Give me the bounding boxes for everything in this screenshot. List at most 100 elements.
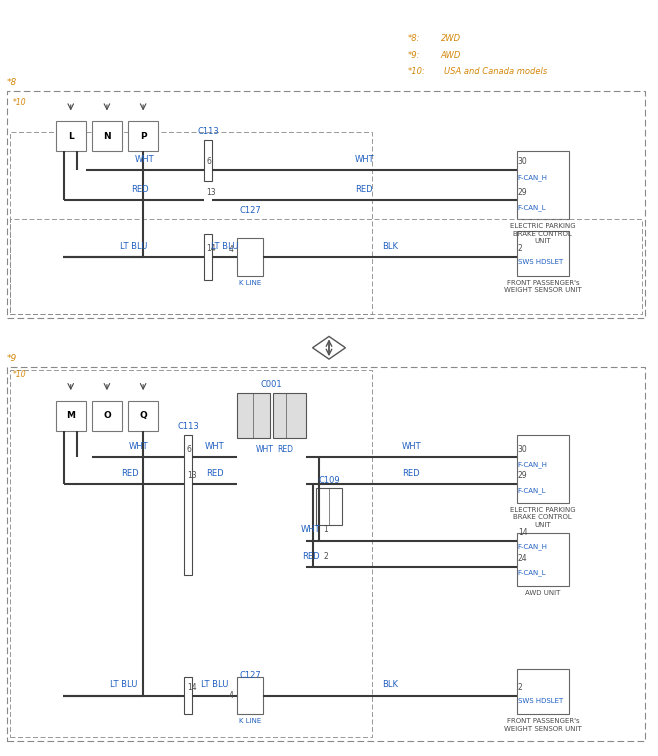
Text: C127: C127 [239,671,261,680]
Bar [237,238,263,276]
Text: ELECTRIC PARKING
BRAKE CONTROL
UNIT: ELECTRIC PARKING BRAKE CONTROL UNIT [510,223,576,244]
Text: *10: *10 [13,370,27,380]
Text: ELECTRIC PARKING
BRAKE CONTROL
UNIT: ELECTRIC PARKING BRAKE CONTROL UNIT [510,507,576,528]
Text: BLK: BLK [382,242,398,251]
Bar [10,219,642,314]
Text: RED: RED [121,469,139,478]
Text: 30: 30 [518,157,528,166]
Text: F-CAN_L: F-CAN_L [518,204,547,211]
Text: AWD: AWD [441,51,461,60]
Bar [10,370,372,737]
Text: C113: C113 [177,422,199,431]
Text: Q: Q [139,411,147,420]
Text: SWS HDSLET: SWS HDSLET [518,259,563,265]
Text: F-CAN_H: F-CAN_H [518,543,548,550]
Bar [92,121,122,151]
Text: F-CAN_L: F-CAN_L [518,569,547,576]
Text: P: P [139,132,147,141]
Text: 14: 14 [187,683,197,692]
Text: *10: *10 [13,98,27,107]
Bar [128,121,158,151]
Bar [273,393,306,438]
Text: WHT: WHT [301,525,320,534]
Text: 30: 30 [518,445,528,454]
Text: O: O [103,411,111,420]
Text: F-CAN_H: F-CAN_H [518,174,548,181]
Bar [92,401,122,431]
Bar [184,677,192,714]
Text: 29: 29 [518,187,528,197]
Text: 6: 6 [187,445,191,454]
Text: RED: RED [131,185,149,194]
Text: M: M [66,411,75,420]
Text: *9: *9 [7,354,17,363]
Text: 2: 2 [518,244,522,253]
Text: F-CAN_H: F-CAN_H [518,461,548,468]
Text: LT BLU: LT BLU [110,680,137,689]
Text: 4: 4 [229,245,234,254]
Text: 6: 6 [207,157,211,166]
Text: RED: RED [206,469,223,478]
Text: 4: 4 [229,691,234,700]
Bar [237,677,263,714]
Bar [184,435,192,575]
Text: *10:: *10: [408,67,426,76]
Text: RED: RED [302,552,320,561]
Text: 29: 29 [518,471,528,480]
Text: 2WD: 2WD [441,34,461,43]
Bar [517,151,569,219]
Bar [10,132,372,314]
Text: RED: RED [355,185,373,194]
Text: 14: 14 [518,528,528,537]
Text: 13: 13 [207,187,216,197]
Bar [517,533,569,586]
Bar [128,401,158,431]
Bar [517,669,569,714]
Text: FRONT PASSENGER's
WEIGHT SENSOR UNIT: FRONT PASSENGER's WEIGHT SENSOR UNIT [504,718,582,732]
Text: WHT: WHT [401,442,421,451]
Text: C109: C109 [318,476,340,485]
Text: WHT: WHT [135,155,155,164]
Text: C001: C001 [261,380,282,389]
Text: WHT: WHT [355,155,374,164]
Text: K LINE: K LINE [239,280,261,286]
Text: AWD UNIT: AWD UNIT [525,590,561,596]
Text: LT BLU: LT BLU [201,680,228,689]
Text: *8: *8 [7,78,17,87]
Bar [7,91,645,318]
Text: C127: C127 [239,206,261,215]
Bar [316,488,342,525]
Text: LT BLU: LT BLU [120,242,147,251]
Text: 13: 13 [187,471,197,480]
Text: WHT: WHT [205,442,224,451]
Text: SWS HDSLET: SWS HDSLET [518,698,563,704]
Text: 14: 14 [207,244,216,253]
Text: *9:: *9: [408,51,420,60]
Text: WHT: WHT [128,442,148,451]
Text: L: L [68,132,74,141]
Bar [237,393,270,438]
Text: RED: RED [403,469,420,478]
Text: 24: 24 [518,554,528,563]
Text: C113: C113 [197,127,219,136]
Bar [56,401,86,431]
Text: N: N [103,132,111,141]
Text: K LINE: K LINE [239,718,261,724]
Bar [56,121,86,151]
Text: 1: 1 [324,525,328,534]
Text: FRONT PASSENGER's
WEIGHT SENSOR UNIT: FRONT PASSENGER's WEIGHT SENSOR UNIT [504,280,582,293]
Text: BLK: BLK [382,680,398,689]
Text: *8:: *8: [408,34,420,43]
Bar [517,435,569,503]
Text: LT BLU: LT BLU [211,242,238,251]
Text: 2: 2 [518,683,522,692]
Bar [7,367,645,741]
Text: 2: 2 [324,552,328,561]
Text: WHT: WHT [256,445,274,454]
Text: USA and Canada models: USA and Canada models [444,67,547,76]
Bar [204,140,212,181]
Bar [517,231,569,276]
Text: F-CAN_L: F-CAN_L [518,488,547,494]
Bar [204,234,212,280]
Text: RED: RED [277,445,293,454]
